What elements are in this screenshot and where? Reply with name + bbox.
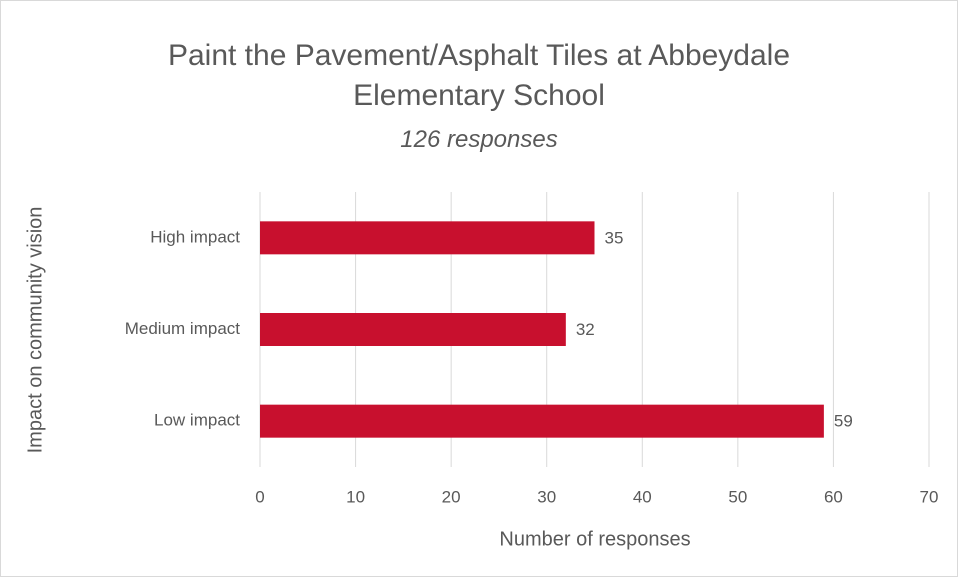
x-tick-label: 10	[346, 487, 365, 506]
bar	[260, 404, 824, 438]
x-tick-label: 30	[537, 487, 556, 506]
data-label: 59	[834, 412, 853, 431]
data-label: 32	[576, 320, 595, 339]
data-label: 35	[605, 228, 624, 247]
x-tick-label: 40	[633, 487, 652, 506]
chart-subtitle: 126 responses	[400, 126, 558, 153]
x-tick-label: 70	[920, 487, 939, 506]
y-axis-title: Impact on community vision	[24, 207, 46, 454]
x-tick-label: 50	[728, 487, 747, 506]
chart-title: Paint the Pavement/Asphalt Tiles at Abbe…	[167, 39, 791, 112]
x-axis-title: Number of responses	[499, 528, 690, 550]
bar	[260, 313, 566, 346]
x-tick-label: 0	[255, 487, 264, 506]
y-tick-label: Low impact	[154, 411, 240, 430]
x-tick-label: 20	[442, 487, 461, 506]
bar	[260, 221, 595, 255]
y-tick-label: High impact	[150, 227, 240, 246]
x-tick-label: 60	[824, 487, 843, 506]
y-tick-label: Medium impact	[125, 319, 241, 338]
